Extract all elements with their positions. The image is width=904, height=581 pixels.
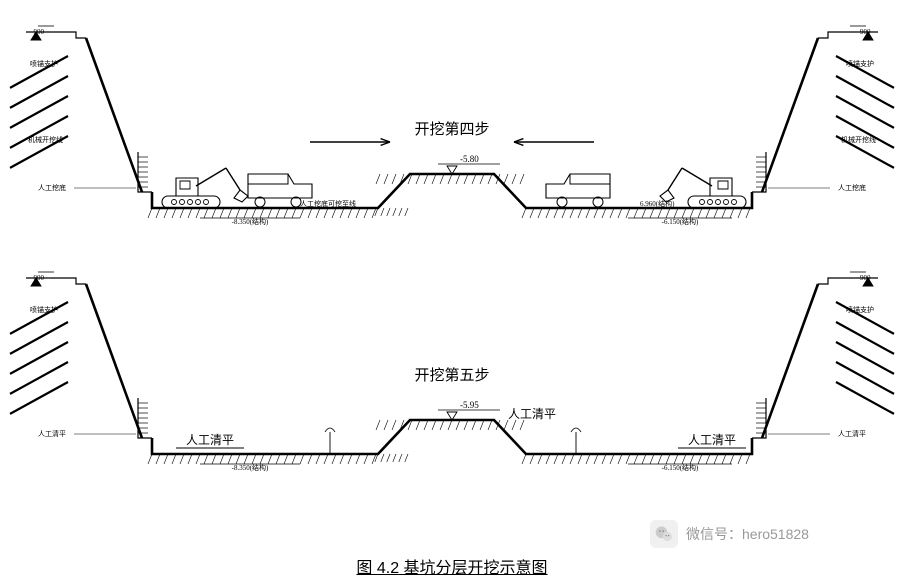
svg-text:喷锚支护: 喷锚支护: [846, 305, 874, 314]
watermark: 微信号：hero51828: [650, 520, 809, 548]
svg-text:人工清平: 人工清平: [38, 429, 66, 438]
svg-text:开挖第五步: 开挖第五步: [414, 366, 489, 384]
svg-text:-6.150(结构): -6.150(结构): [662, 463, 699, 472]
svg-text:900: 900: [860, 274, 871, 282]
svg-text:机械开挖线: 机械开挖线: [28, 135, 63, 144]
svg-text:人工挖底可挖至线: 人工挖底可挖至线: [300, 199, 356, 208]
diagram-canvas: 喷锚支护900机械开挖线人工挖底喷锚支护900机械开挖线人工挖底开挖第四步-5.…: [0, 0, 904, 581]
svg-text:人工挖底: 人工挖底: [38, 183, 66, 192]
figure-caption: 图 4.2 基坑分层开挖示意图: [0, 554, 904, 578]
svg-text:人工清平: 人工清平: [508, 407, 556, 421]
svg-text:人工挖底: 人工挖底: [838, 183, 866, 192]
svg-text:-6.150(结构): -6.150(结构): [662, 217, 699, 226]
wechat-icon: [650, 520, 678, 548]
svg-text:-8.350(结构): -8.350(结构): [232, 217, 269, 226]
svg-text:人工清平: 人工清平: [186, 433, 234, 447]
svg-text:-5.80: -5.80: [460, 154, 479, 164]
svg-text:开挖第四步: 开挖第四步: [414, 120, 489, 138]
svg-text:喷锚支护: 喷锚支护: [846, 59, 874, 68]
svg-text:-5.95: -5.95: [460, 400, 479, 410]
svg-text:喷锚支护: 喷锚支护: [30, 59, 58, 68]
svg-text:900: 900: [34, 274, 45, 282]
svg-text:900: 900: [860, 28, 871, 36]
svg-text:人工清平: 人工清平: [688, 433, 736, 447]
svg-text:900: 900: [34, 28, 45, 36]
svg-text:-8.350(结构): -8.350(结构): [232, 463, 269, 472]
watermark-text: 微信号：hero51828: [686, 524, 809, 544]
excavation-diagram: 喷锚支护900机械开挖线人工挖底喷锚支护900机械开挖线人工挖底开挖第四步-5.…: [0, 0, 904, 581]
svg-text:人工清平: 人工清平: [838, 429, 866, 438]
svg-text:机械开挖线: 机械开挖线: [841, 135, 876, 144]
svg-text:喷锚支护: 喷锚支护: [30, 305, 58, 314]
